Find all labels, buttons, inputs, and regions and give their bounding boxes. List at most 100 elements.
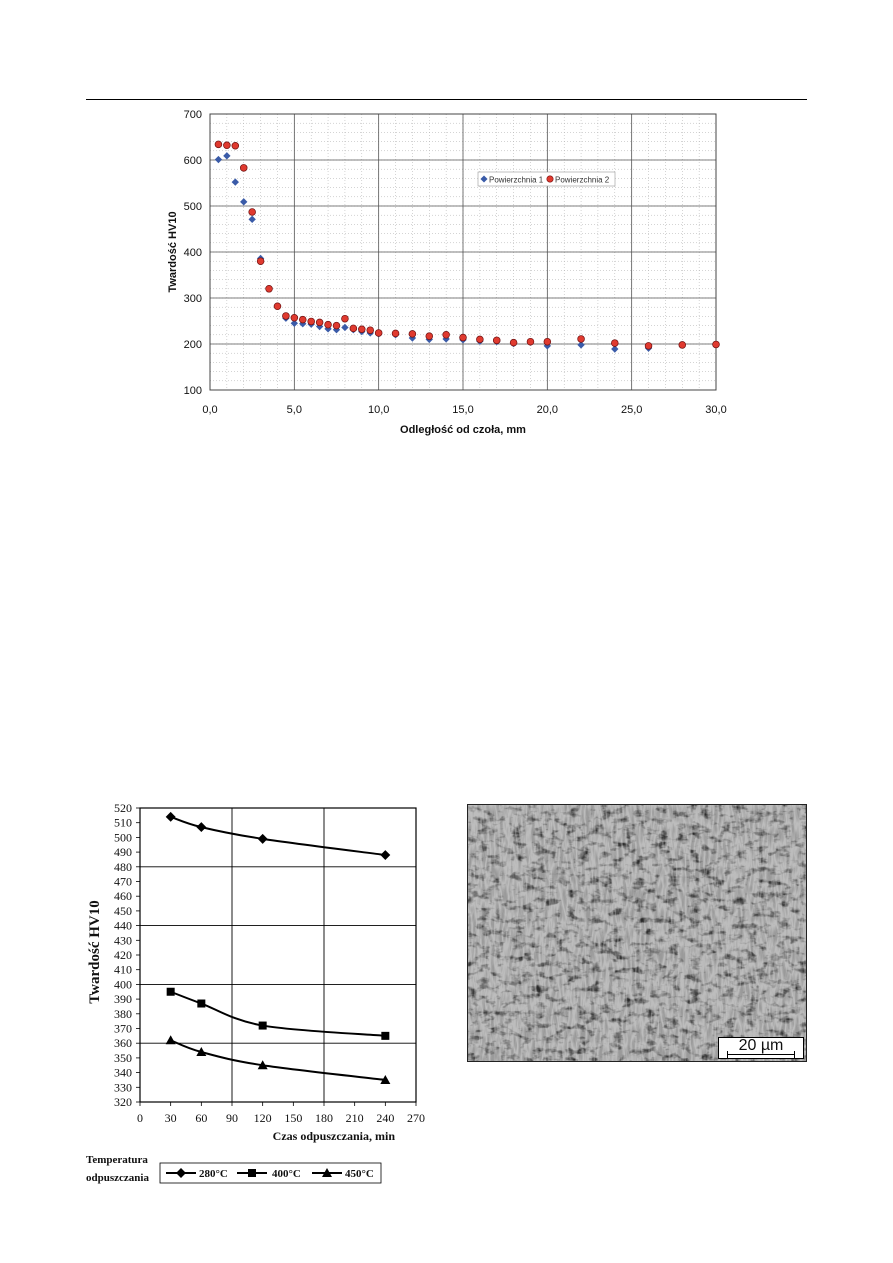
series2-point — [712, 340, 720, 349]
chart2-data-points — [165, 811, 391, 1084]
legend-label-450: 450°C — [345, 1168, 374, 1180]
chart2-y-tick-label: 380 — [114, 1007, 132, 1021]
chart2-x-tick-label: 210 — [346, 1111, 364, 1125]
series2-point — [374, 329, 383, 337]
chart1-x-tick-label: 20,0 — [537, 404, 558, 416]
chart1-x-tick-label: 10,0 — [368, 404, 389, 416]
chart2-y-tick-label: 330 — [114, 1080, 132, 1094]
chart2-y-tick-label: 420 — [114, 948, 132, 962]
chart1-y-tick-label: 700 — [184, 109, 202, 121]
series2-point — [358, 325, 366, 334]
legend-marker-280 — [176, 1168, 186, 1178]
chart2-y-tick-label: 350 — [114, 1051, 132, 1065]
chart1-data-points — [214, 140, 720, 353]
chart2-series-line — [170, 990, 386, 1037]
chart2-x-tick-label: 30 — [165, 1111, 177, 1125]
chart2-point-450 — [165, 1035, 176, 1045]
legend-title-line-1: Temperatura — [86, 1154, 148, 1166]
series1-point — [577, 341, 585, 349]
series2-point — [307, 317, 315, 326]
chart2-point-450 — [380, 1074, 391, 1084]
legend-label-400: 400°C — [272, 1168, 301, 1180]
chart2-point-450 — [257, 1060, 268, 1070]
series1-point — [290, 319, 299, 327]
chart1-axes — [209, 113, 717, 391]
legend-marker-powierzchnia-1 — [480, 175, 488, 183]
chart2-y-tick-label: 410 — [114, 963, 132, 977]
series2-point — [332, 321, 341, 330]
series2-point — [611, 339, 619, 347]
chart2-y-tick-label: 340 — [114, 1066, 132, 1080]
series2-point — [644, 342, 653, 350]
series1-point — [341, 323, 349, 332]
chart1-y-tick-label: 300 — [184, 293, 202, 305]
chart2-y-tick-label: 370 — [114, 1022, 132, 1036]
chart1-x-tick-label: 25,0 — [621, 404, 642, 416]
chart2-series-lines — [170, 815, 386, 1081]
chart2-y-tick-label: 500 — [114, 830, 132, 844]
chart2-point-450 — [196, 1047, 207, 1057]
chart1-x-tick-label: 0,0 — [202, 404, 217, 416]
series2-point — [509, 338, 518, 347]
hardness-vs-distance-chart: 100 200 300 400 500 600 700 0,0 5,0 10,0 15,0 20,0… — [167, 109, 727, 436]
chart2-y-axis-label: Twardość HV10 — [87, 900, 103, 1003]
chart2-x-tick-label: 270 — [407, 1111, 425, 1125]
chart2-x-tick-label: 0 — [137, 1111, 143, 1125]
series2-point — [282, 312, 290, 320]
chart2-y-tick-label: 460 — [114, 889, 132, 903]
chart2-y-tick-label: 480 — [114, 860, 132, 874]
chart1-legend: Powierzchnia 1 Powierzchnia 2 — [477, 171, 616, 187]
legend-title-line-2: odpuszczania — [86, 1172, 149, 1184]
legend-label-powierzchnia-2: Powierzchnia 2 — [555, 176, 610, 185]
micrograph-texture — [468, 805, 806, 1061]
chart2-y-tick-label: 490 — [114, 845, 132, 859]
chart2-y-tick-labels: 3203303403503603703803904004104204304404… — [114, 801, 132, 1109]
chart2-point-280 — [196, 822, 207, 833]
chart2-point-280 — [257, 833, 268, 844]
chart2-series-line — [170, 1039, 386, 1081]
series2-point — [459, 333, 467, 342]
series2-point — [214, 140, 223, 149]
chart1-y-tick-label: 100 — [184, 385, 202, 397]
chart2-point-400 — [258, 1021, 267, 1030]
chart2-point-280 — [380, 850, 391, 860]
chart2-legend: Temperatura odpuszczania 280°C 400°C 450… — [86, 1154, 382, 1184]
chart2-y-tick-label: 430 — [114, 933, 132, 947]
series2-point — [299, 315, 307, 324]
series1-point — [223, 152, 231, 160]
chart2-gridlines — [140, 808, 416, 1102]
chart2-y-tick-label: 520 — [114, 801, 132, 815]
chart2-x-tick-label: 90 — [226, 1111, 238, 1125]
series2-point — [341, 314, 349, 323]
series2-point — [273, 302, 282, 311]
microstructure-micrograph: 20 µm — [467, 804, 807, 1062]
chart2-series-line — [170, 815, 386, 857]
chart2-y-tick-label: 390 — [114, 992, 132, 1006]
chart2-point-400 — [197, 999, 206, 1008]
series2-point — [315, 318, 324, 327]
chart2-x-axis-label: Czas odpuszczania, min — [273, 1129, 396, 1143]
chart1-y-tick-labels: 100 200 300 400 500 600 700 — [184, 109, 202, 397]
chart2-y-tick-label: 440 — [114, 919, 132, 933]
page-header-rule — [86, 99, 807, 100]
chart2-y-tick-label: 510 — [114, 816, 132, 830]
series2-point — [256, 257, 265, 265]
series2-point — [248, 208, 256, 216]
chart2-x-tick-label: 60 — [195, 1111, 207, 1125]
legend-marker-400 — [248, 1169, 256, 1177]
chart1-x-tick-labels: 0,0 5,0 10,0 15,0 20,0 25,0 30,0 — [202, 404, 726, 416]
chart1-y-axis-label: Twardość HV10 — [167, 211, 179, 292]
chart1-gridlines — [209, 113, 717, 391]
series2-point — [543, 337, 552, 346]
chart1-y-tick-label: 200 — [184, 339, 202, 351]
series2-point — [425, 332, 434, 340]
scale-bar — [727, 1051, 795, 1058]
series2-point — [239, 164, 248, 172]
series2-point — [324, 320, 332, 329]
series2-point — [366, 326, 374, 334]
chart2-point-400 — [166, 987, 175, 996]
chart2-x-tick-label: 120 — [254, 1111, 272, 1125]
series2-point — [442, 331, 450, 339]
legend-label-powierzchnia-1: Powierzchnia 1 — [489, 176, 544, 185]
chart2-y-tick-label: 360 — [114, 1036, 132, 1050]
